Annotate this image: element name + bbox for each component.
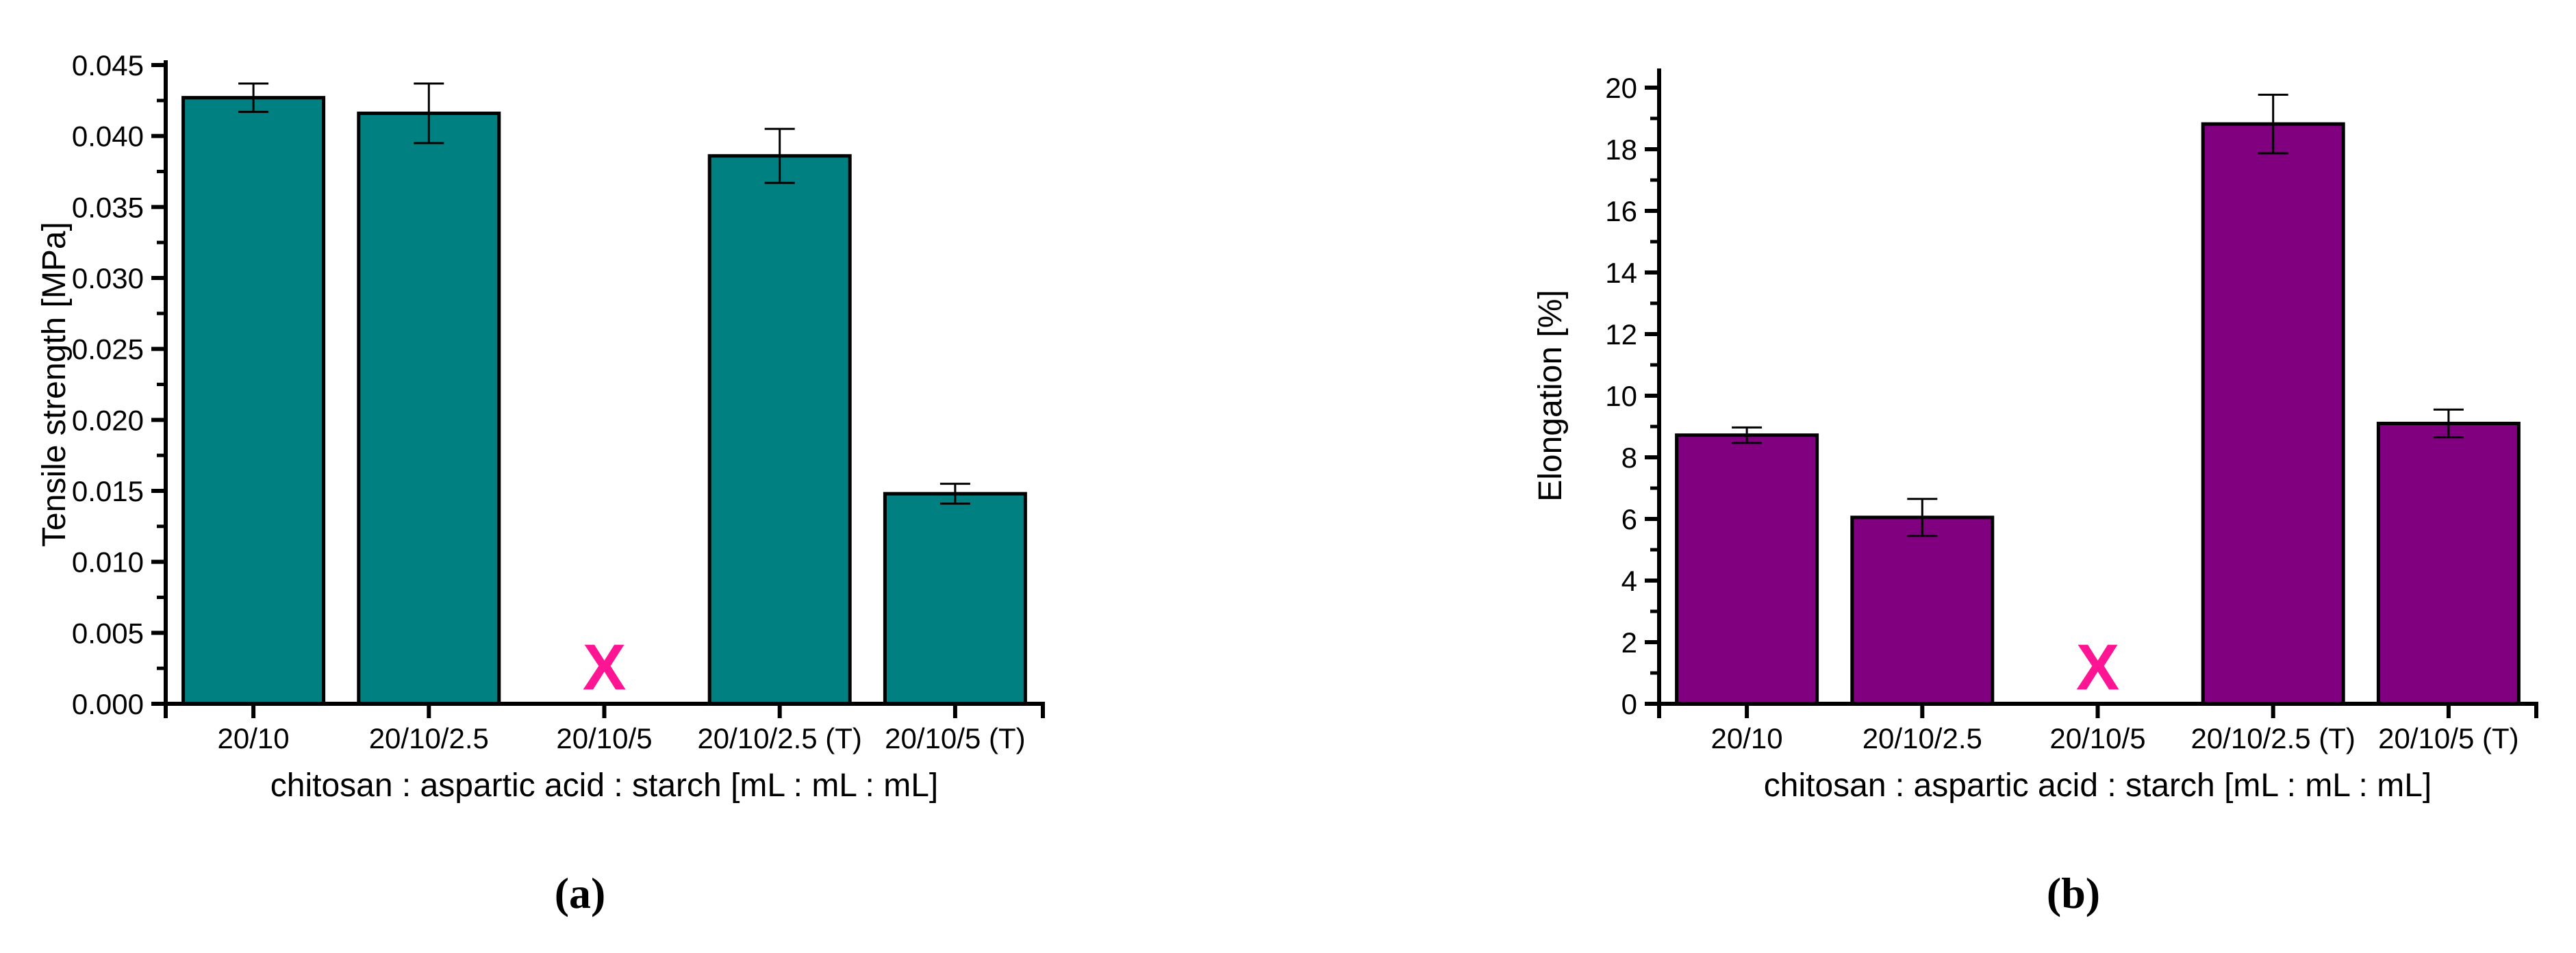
bar-4	[2201, 122, 2345, 706]
y-tick-label: 0.020	[72, 404, 144, 436]
x-tick-label: 20/10/2.5	[369, 722, 489, 754]
bar-1	[1675, 433, 1819, 706]
y-tick-label: 0.010	[72, 546, 144, 579]
y-tick-label: 12	[1605, 318, 1637, 351]
caption-b: (b)	[2046, 869, 2101, 917]
y-tick-label: 8	[1621, 442, 1637, 474]
error-bar-5	[939, 483, 970, 505]
caption-a: (a)	[554, 869, 606, 917]
y-tick-label: 0.035	[72, 191, 144, 223]
y-tick-label: 0	[1621, 688, 1637, 720]
x-tick-label: 20/10	[1711, 722, 1783, 754]
error-bar-4	[2258, 93, 2288, 155]
bar-4	[707, 154, 852, 706]
y-axis-title: Elongation [%]	[1532, 290, 1569, 502]
x-tick-label: 20/10/5	[556, 722, 652, 754]
y-tick-label: 0.045	[72, 49, 144, 81]
chart-a: 20/10 20/10/2.5 X 20/10/5 20/10/2.5 (T) 20/10…	[36, 49, 1045, 804]
x-tick-label: 20/10/2.5 (T)	[2190, 722, 2355, 754]
y-tick-label: 6	[1621, 503, 1637, 535]
error-bar-1	[238, 82, 269, 113]
y-tick-label: 4	[1621, 565, 1637, 597]
y-tick-label: 0.015	[72, 475, 144, 507]
error-bar-5	[2433, 408, 2464, 439]
y-axis-title: Tensile strength [MPa]	[36, 222, 73, 547]
x-tick-label: 20/10/2.5 (T)	[697, 722, 861, 754]
error-bar-1	[1732, 426, 1763, 444]
y-tick-label: 0.025	[72, 333, 144, 366]
y-tick-label: 0.000	[72, 688, 144, 720]
error-bar-4	[764, 127, 795, 184]
missing-marker-x: X	[583, 631, 626, 704]
y-tick-label: 14	[1605, 257, 1637, 289]
x-tick-label: 20/10	[218, 722, 290, 754]
bar-2	[357, 111, 501, 706]
y-tick-label: 2	[1621, 626, 1637, 659]
x-tick-label: 20/10/5	[2049, 722, 2145, 754]
x-tick-label: 20/10/5 (T)	[2378, 722, 2518, 754]
bar-1	[181, 96, 326, 706]
bar-2	[1850, 516, 1995, 706]
error-bar-2	[1907, 498, 1938, 537]
chart-b: 20/10 20/10/2.5 X 20/10/5 20/10/2.5 (T) 20/10…	[1532, 68, 2538, 804]
x-axis-title: chitosan : aspartic acid : starch [mL : …	[1764, 767, 2432, 804]
bar-5	[2376, 422, 2521, 706]
x-axis-title: chitosan : aspartic acid : starch [mL : …	[270, 767, 938, 804]
y-tick-label: 16	[1605, 195, 1637, 227]
y-tick-label: 20	[1605, 72, 1637, 104]
y-tick-label: 10	[1605, 380, 1637, 412]
y-tick-label: 0.005	[72, 617, 144, 649]
missing-marker-x: X	[2076, 631, 2119, 704]
bar-5	[883, 492, 1027, 706]
error-bar-2	[414, 82, 444, 144]
y-tick-label: 0.040	[72, 120, 144, 153]
y-tick-label: 18	[1605, 134, 1637, 166]
x-tick-label: 20/10/5 (T)	[885, 722, 1025, 754]
y-tick-label: 0.030	[72, 262, 144, 294]
x-tick-label: 20/10/2.5	[1862, 722, 1982, 754]
